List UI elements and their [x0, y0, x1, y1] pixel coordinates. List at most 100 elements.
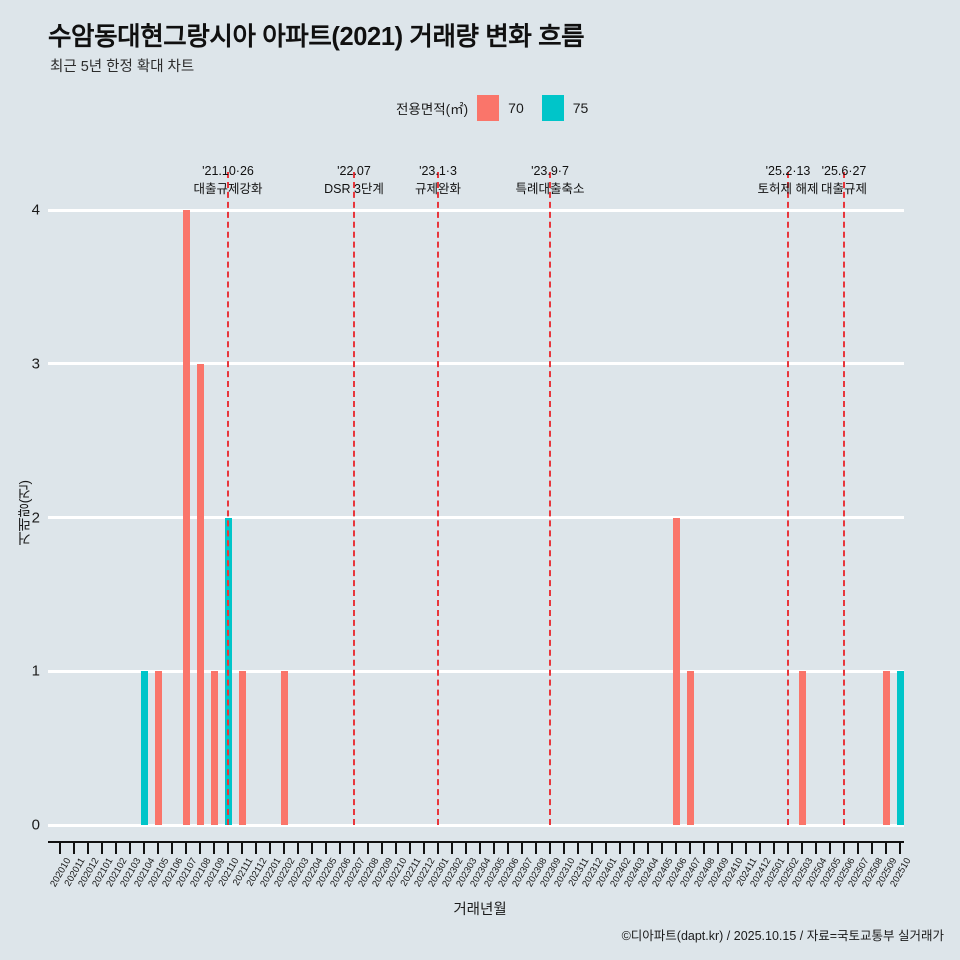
event-date: '21.10·26 — [202, 164, 254, 178]
x-axis-tick — [381, 843, 383, 854]
x-axis-tick — [857, 843, 859, 854]
x-axis-tick — [661, 843, 663, 854]
x-axis-tick — [339, 843, 341, 854]
legend-label-75: 75 — [572, 100, 589, 116]
x-axis-tick — [101, 843, 103, 854]
legend-label-70: 70 — [508, 100, 524, 116]
bar-70-202509[interactable] — [882, 671, 890, 825]
x-axis-tick — [801, 843, 803, 854]
x-axis-tick — [143, 843, 145, 854]
x-axis-tick — [269, 843, 271, 854]
page-title: 수암동대현그랑시아 아파트(2021) 거래량 변화 흐름 — [48, 23, 585, 51]
gridline — [48, 669, 904, 673]
event-label-202110: '21.10·26 대출규제강화 — [193, 162, 262, 198]
x-axis-tick — [451, 843, 453, 854]
x-axis-tick — [409, 843, 411, 854]
x-axis-tick — [829, 843, 831, 854]
bar-70-202108[interactable] — [196, 363, 204, 825]
y-axis-tick-label: 1 — [31, 662, 40, 680]
x-axis-tick — [241, 843, 243, 854]
event-line-202506 — [843, 172, 845, 825]
x-axis-tick — [171, 843, 173, 854]
x-axis-tick — [437, 843, 439, 854]
x-axis-tick — [843, 843, 845, 854]
event-text: 대출규제 — [820, 182, 868, 197]
page-subtitle: 최근 5년 한정 확대 차트 — [50, 59, 195, 75]
bar-75-202510[interactable] — [896, 671, 904, 825]
bar-75-202104[interactable] — [140, 671, 148, 825]
x-axis-line — [48, 841, 904, 843]
x-axis-tick — [227, 843, 229, 854]
event-line-202110 — [227, 172, 229, 825]
x-axis-title: 거래년월 — [453, 902, 507, 918]
bar-70-202111[interactable] — [238, 671, 246, 825]
bar-70-202503[interactable] — [798, 671, 806, 825]
bar-70-202202[interactable] — [280, 671, 288, 825]
x-axis-tick — [731, 843, 733, 854]
y-axis-tick-label: 4 — [31, 201, 40, 219]
x-axis-tick — [647, 843, 649, 854]
event-date: '25.2·13 — [765, 164, 811, 178]
legend-swatch-70[interactable] — [477, 95, 500, 121]
event-text: 토허제 해제 — [757, 182, 819, 197]
x-axis-tick — [283, 843, 285, 854]
event-text: 특례대출축소 — [515, 182, 585, 197]
x-axis-tick — [703, 843, 705, 854]
event-text: 규제완화 — [414, 182, 462, 197]
x-axis-tick — [787, 843, 789, 854]
event-line-202309 — [549, 172, 551, 825]
y-axis-tick-label: 3 — [31, 355, 40, 373]
event-line-202301 — [437, 172, 439, 825]
y-axis-tick-label: 0 — [31, 816, 40, 834]
x-axis-tick — [353, 843, 355, 854]
event-label-202301: '23.1·3 규제완화 — [415, 162, 461, 198]
x-axis-tick — [885, 843, 887, 854]
x-axis-tick — [465, 843, 467, 854]
x-axis-tick — [493, 843, 495, 854]
event-label-202506: '25.6·27 대출규제 — [821, 162, 867, 198]
x-axis-tick — [815, 843, 817, 854]
x-axis-tick — [311, 843, 313, 854]
x-axis-tick — [185, 843, 187, 854]
x-axis-tick — [297, 843, 299, 854]
bar-70-202406[interactable] — [672, 517, 680, 825]
x-axis-tick — [675, 843, 677, 854]
x-axis-tick — [479, 843, 481, 854]
gridline — [48, 208, 904, 212]
x-axis-tick — [745, 843, 747, 854]
x-axis-tick — [535, 843, 537, 854]
event-label-202502: '25.2·13 토허제 해제 — [758, 162, 819, 198]
event-date: '23.9·7 — [531, 164, 569, 178]
x-axis-tick — [395, 843, 397, 854]
event-date: '22.07 — [337, 164, 371, 178]
event-line-202502 — [787, 172, 789, 825]
event-label-202207: '22.07 DSR 3단계 — [324, 162, 384, 198]
x-axis-tick — [605, 843, 607, 854]
x-axis-tick — [367, 843, 369, 854]
x-axis-tick — [199, 843, 201, 854]
x-axis-tick — [73, 843, 75, 854]
gridline — [48, 362, 904, 366]
x-axis-tick — [325, 843, 327, 854]
gridline — [48, 823, 904, 827]
x-axis-tick — [157, 843, 159, 854]
x-axis-tick — [773, 843, 775, 854]
x-axis-tick — [577, 843, 579, 854]
event-text: DSR 3단계 — [324, 182, 384, 197]
legend: 전용면적(㎡) 70 75 — [396, 95, 588, 121]
y-axis-tick-label: 2 — [31, 509, 40, 526]
x-axis-tick — [689, 843, 691, 854]
bar-70-202407[interactable] — [686, 671, 694, 825]
event-date: '23.1·3 — [419, 164, 457, 178]
legend-swatch-75[interactable] — [541, 95, 564, 121]
x-axis-tick — [899, 843, 901, 854]
event-label-202309: '23.9·7 특례대출축소 — [515, 162, 584, 198]
bar-70-202105[interactable] — [154, 671, 162, 825]
event-line-202207 — [353, 172, 355, 825]
x-axis-tick — [129, 843, 131, 854]
bar-70-202107[interactable] — [182, 210, 190, 825]
x-axis-tick — [549, 843, 551, 854]
bar-70-202109[interactable] — [210, 671, 218, 825]
